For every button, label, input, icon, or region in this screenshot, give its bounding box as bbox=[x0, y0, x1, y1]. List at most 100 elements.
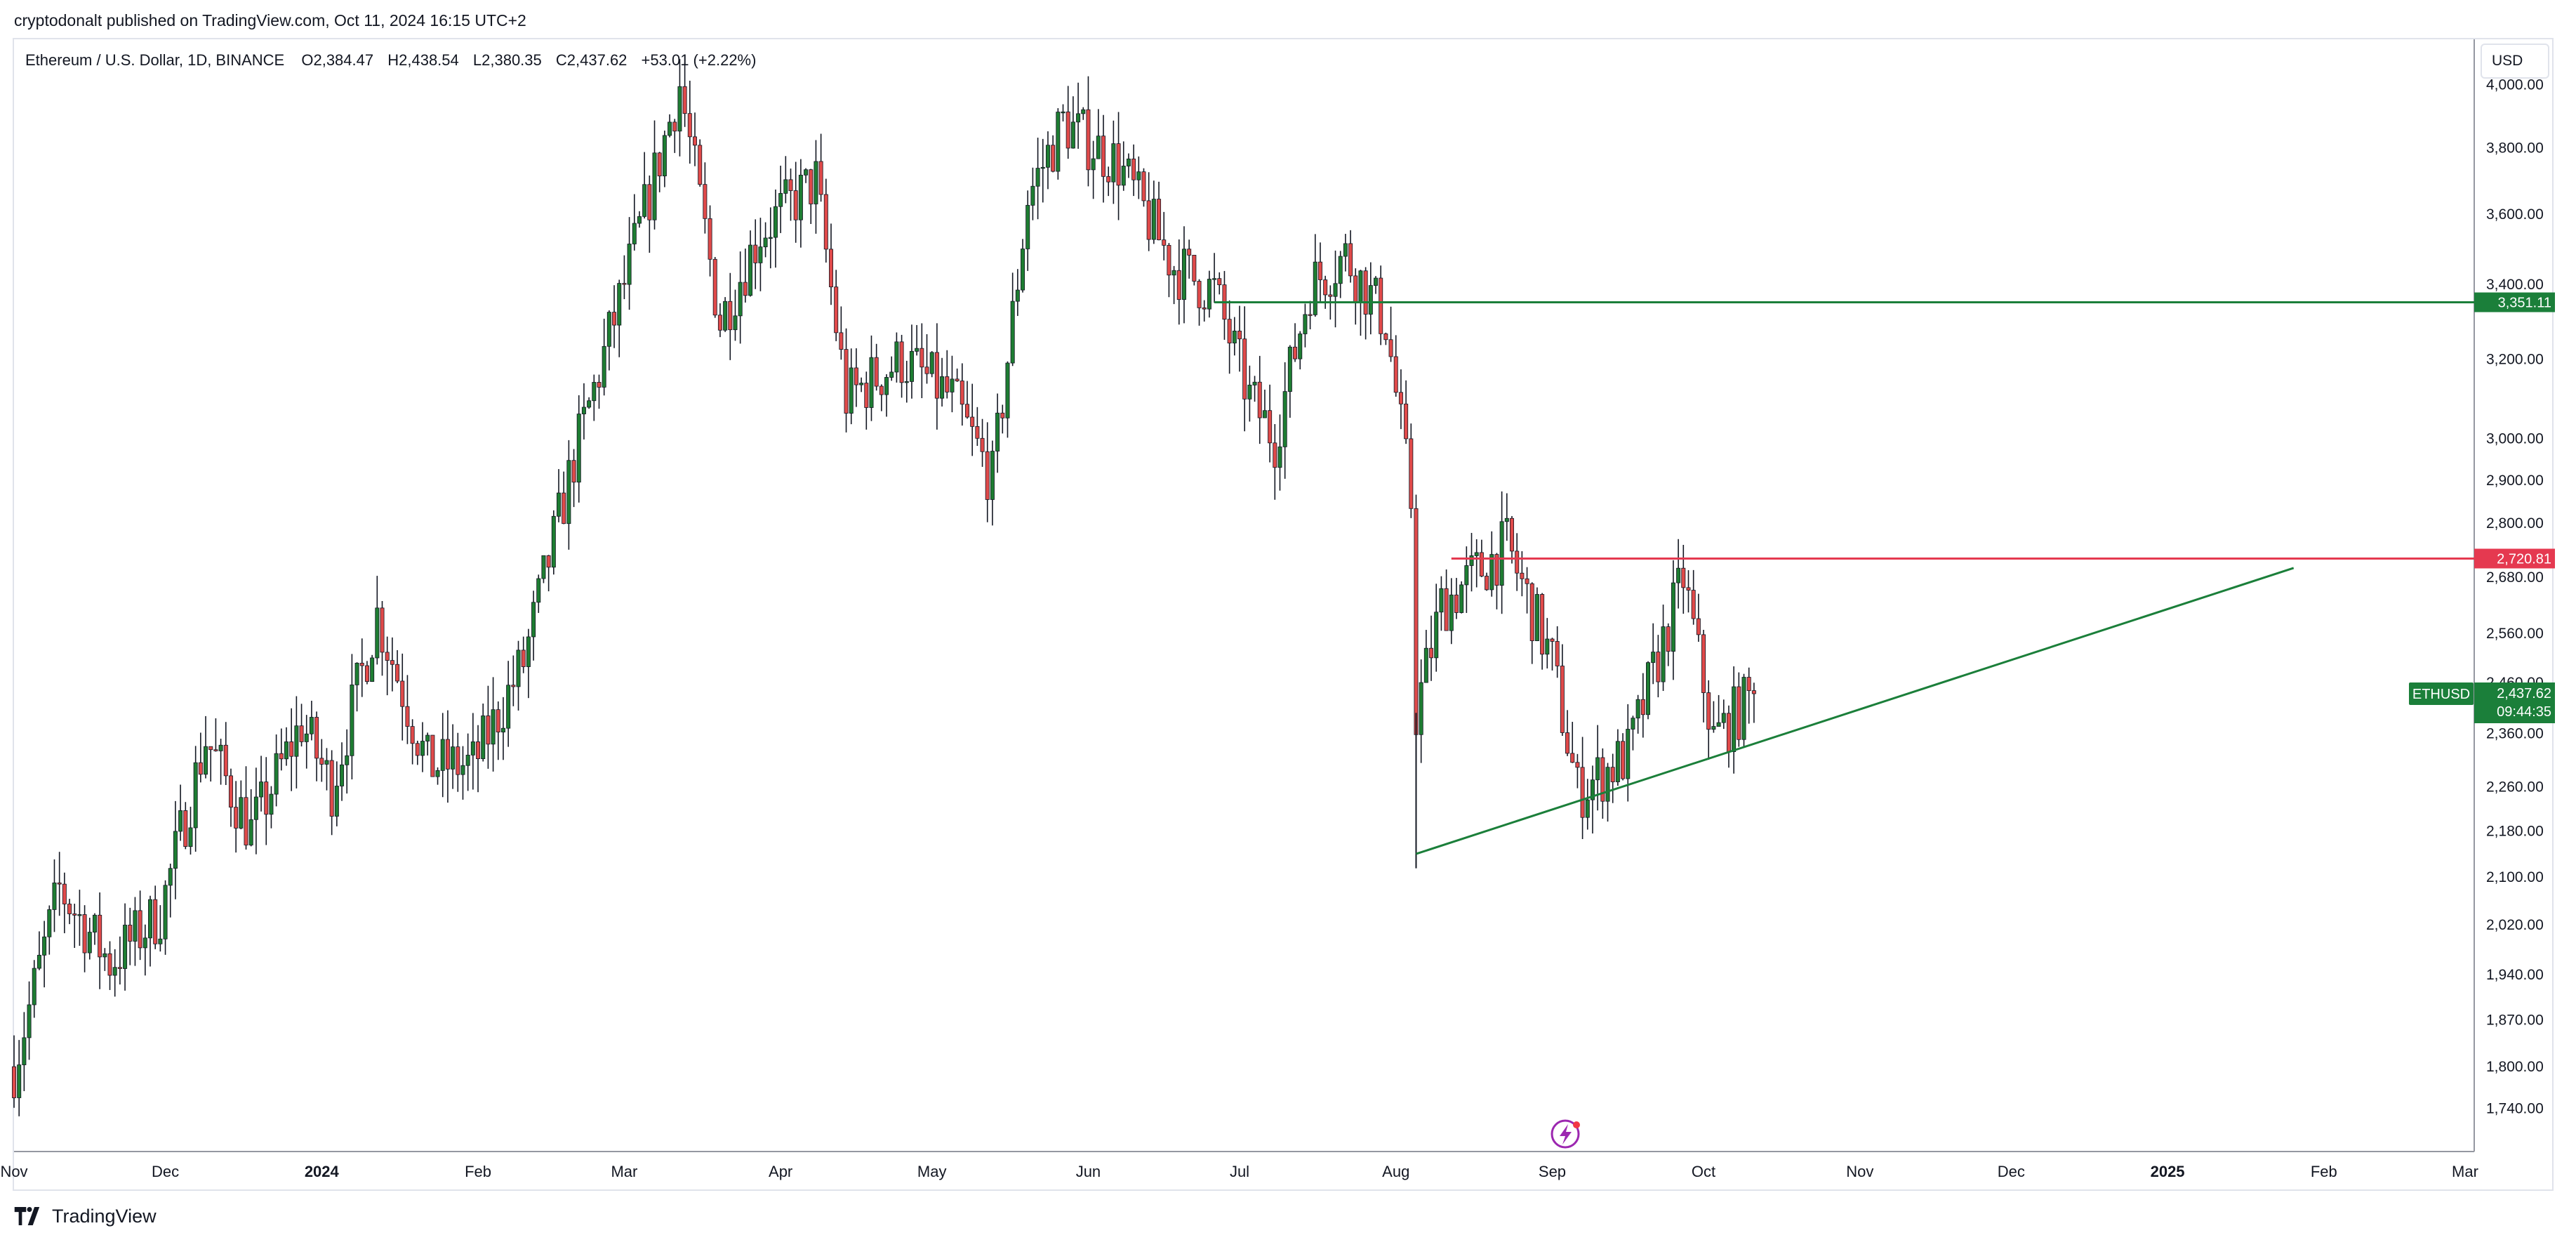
candle-body bbox=[1393, 356, 1398, 393]
candle-body bbox=[1525, 578, 1529, 584]
candle-body bbox=[133, 910, 138, 942]
candle-body bbox=[87, 932, 92, 954]
candle-body bbox=[869, 357, 874, 408]
candle-body bbox=[1348, 243, 1353, 277]
candle-body bbox=[975, 426, 980, 439]
candle-body bbox=[829, 249, 834, 288]
candle-body bbox=[1176, 270, 1181, 300]
y-tick-label: 1,800.00 bbox=[2486, 1059, 2544, 1075]
ascending-trendline[interactable] bbox=[1416, 567, 2295, 855]
candle-body bbox=[1257, 381, 1262, 418]
candle-body bbox=[1217, 278, 1222, 286]
x-tick-label: Aug bbox=[1382, 1163, 1409, 1180]
candle-body bbox=[874, 357, 879, 387]
candle-body bbox=[470, 741, 475, 756]
candle-body bbox=[375, 607, 380, 659]
y-tick-label: 3,400.00 bbox=[2486, 277, 2544, 293]
candle-body bbox=[960, 381, 964, 405]
candle-body bbox=[385, 652, 390, 661]
candle-body bbox=[1423, 647, 1428, 683]
candle-body bbox=[350, 685, 354, 756]
candle-body bbox=[32, 968, 36, 1005]
candle-body bbox=[340, 764, 345, 786]
candle-body bbox=[451, 746, 456, 770]
candle-body bbox=[1469, 555, 1474, 566]
footer-brand[interactable]: TradingView bbox=[14, 1202, 157, 1230]
candle-body bbox=[516, 649, 521, 687]
candle-body bbox=[818, 161, 823, 195]
candle-body bbox=[1485, 576, 1489, 591]
x-tick-label: Oct bbox=[1692, 1163, 1715, 1180]
candle-body bbox=[637, 216, 642, 224]
candle-body bbox=[768, 237, 773, 239]
candle-body bbox=[1070, 121, 1075, 149]
legend-symbol[interactable]: Ethereum / U.S. Dollar, 1D, BINANCE bbox=[25, 51, 285, 69]
candle-body bbox=[123, 925, 128, 969]
candle-body bbox=[602, 345, 606, 388]
candle-body bbox=[1444, 588, 1449, 631]
candle-body bbox=[390, 660, 394, 665]
candle-body bbox=[627, 244, 632, 285]
candle-body bbox=[1287, 346, 1292, 392]
candle-body bbox=[617, 283, 622, 326]
candle-body bbox=[304, 733, 309, 742]
candle-body bbox=[1051, 145, 1056, 172]
candle-body bbox=[1353, 275, 1358, 303]
candle-body bbox=[1721, 713, 1726, 723]
candle-body bbox=[410, 726, 415, 744]
x-tick-label: Feb bbox=[2311, 1163, 2337, 1180]
candle-body bbox=[168, 868, 173, 886]
candle-body bbox=[1520, 572, 1525, 579]
candle-body bbox=[213, 749, 218, 751]
candle-body bbox=[823, 194, 828, 250]
candle-body bbox=[551, 515, 556, 568]
y-tick-label: 2,180.00 bbox=[2486, 824, 2544, 840]
candle-body bbox=[758, 246, 763, 263]
candle-body bbox=[592, 382, 597, 402]
candle-body bbox=[445, 739, 450, 770]
currency-button[interactable]: USD bbox=[2481, 44, 2549, 79]
candle-body bbox=[142, 937, 147, 949]
candle-body bbox=[1686, 587, 1691, 591]
candle-body bbox=[1358, 270, 1363, 303]
x-tick-label: Dec bbox=[1998, 1163, 2025, 1180]
candle-body bbox=[844, 349, 849, 414]
candle-body bbox=[1741, 677, 1746, 740]
candle-body bbox=[1494, 554, 1499, 586]
candle-body bbox=[1136, 171, 1141, 180]
candle-body bbox=[1056, 112, 1061, 172]
candle-body bbox=[531, 602, 536, 638]
tradingview-logo-icon bbox=[14, 1207, 40, 1225]
candle-body bbox=[1429, 647, 1434, 659]
candle-body bbox=[1167, 244, 1171, 276]
candle-body bbox=[1560, 666, 1565, 733]
candle-body bbox=[1737, 686, 1741, 740]
x-tick-label: Mar bbox=[2452, 1163, 2478, 1180]
candle-body bbox=[506, 685, 511, 729]
candle-body bbox=[244, 797, 248, 845]
candle-body bbox=[995, 412, 1000, 451]
candle-body bbox=[526, 636, 531, 667]
candle-body bbox=[425, 734, 430, 741]
candle-body bbox=[359, 663, 364, 666]
candle-body bbox=[1268, 410, 1273, 444]
candle-body bbox=[668, 121, 672, 136]
candle-body bbox=[1651, 652, 1656, 664]
candle-body bbox=[82, 914, 87, 954]
legend-low: L2,380.35 bbox=[472, 51, 542, 69]
candle-body bbox=[834, 286, 839, 334]
candle-body bbox=[712, 258, 717, 316]
candle-body bbox=[204, 746, 208, 775]
y-tick-label: 2,560.00 bbox=[2486, 626, 2544, 642]
candle-body bbox=[677, 86, 682, 132]
candle-body bbox=[42, 936, 47, 956]
y-tick-label: 3,800.00 bbox=[2486, 140, 2544, 156]
candle-body bbox=[1212, 278, 1217, 280]
candle-body bbox=[1681, 567, 1686, 588]
candle-body bbox=[1545, 638, 1550, 655]
candle-body bbox=[899, 341, 904, 383]
candle-body bbox=[1504, 517, 1509, 522]
candle-body bbox=[1323, 279, 1328, 296]
candle-body bbox=[1141, 171, 1146, 202]
